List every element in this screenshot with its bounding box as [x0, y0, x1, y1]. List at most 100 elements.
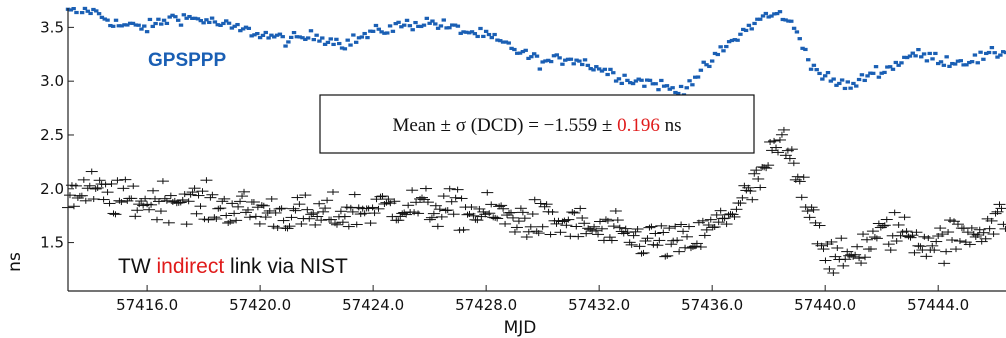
gpsppp-point — [577, 59, 582, 63]
tw-point — [928, 247, 941, 254]
gpsppp-point — [142, 24, 147, 28]
gpsppp-point — [916, 47, 921, 52]
tw-point — [698, 232, 711, 239]
gpsppp-point — [308, 29, 314, 33]
tw-point — [595, 225, 608, 232]
gpsppp-point — [240, 27, 246, 31]
gpsppp-point — [178, 23, 184, 27]
tw-point — [853, 255, 866, 262]
x-tick-label: 57416.0 — [116, 296, 178, 314]
gpsppp-point — [822, 74, 828, 78]
gpsppp-point — [580, 62, 585, 67]
gpsppp-point — [498, 39, 503, 43]
gpsppp-point — [698, 68, 704, 72]
gpsppp-point — [718, 45, 723, 49]
gpsppp-point — [402, 23, 407, 27]
tw-point — [336, 219, 349, 226]
tw-point — [234, 198, 247, 205]
gpsppp-point — [902, 55, 907, 59]
gpsppp-point — [673, 90, 678, 95]
tw-point — [613, 224, 626, 231]
tw-point — [793, 178, 806, 185]
tw-point — [973, 226, 986, 233]
tw-point — [412, 210, 425, 217]
tw-point — [926, 242, 939, 249]
gpsppp-point — [125, 23, 130, 27]
gpsppp-point — [399, 25, 404, 29]
tw-point — [301, 206, 314, 213]
tw-point — [178, 191, 191, 198]
gpsppp-point — [435, 26, 441, 30]
gpsppp-point — [622, 73, 627, 77]
tw-point — [247, 198, 260, 205]
gpsppp-point — [450, 23, 455, 27]
gpsppp-point — [305, 36, 311, 40]
gpsppp-point — [342, 47, 348, 51]
tw-point — [859, 254, 872, 261]
tw-point — [572, 233, 585, 240]
tw-point — [574, 205, 587, 212]
tw-point — [963, 241, 976, 248]
tw-point — [884, 247, 897, 254]
gpsppp-point — [585, 63, 591, 67]
gpsppp-point — [653, 82, 658, 86]
gpsppp-point — [79, 11, 85, 15]
tw-point — [688, 243, 701, 250]
tw-point — [683, 223, 696, 230]
tw-label-suffix: link via NIST — [224, 255, 348, 278]
gpsppp-point — [288, 35, 294, 40]
gpsppp-point — [684, 86, 689, 90]
tw-point — [291, 194, 304, 201]
tw-point — [661, 252, 674, 259]
tw-point — [752, 175, 765, 182]
tw-point — [734, 200, 747, 207]
tw-point — [768, 137, 781, 144]
tw-point — [392, 217, 405, 224]
gpsppp-point — [800, 46, 805, 50]
tw-point — [801, 208, 814, 215]
tw-point — [184, 191, 197, 198]
x-axis-label: MJD — [504, 318, 537, 338]
tw-point — [518, 215, 531, 222]
tw-point — [898, 214, 911, 221]
tw-point — [773, 136, 786, 143]
gpsppp-point — [534, 54, 540, 58]
gpsppp-point — [591, 68, 596, 72]
tw-point — [447, 211, 460, 218]
gpsppp-point — [854, 84, 859, 88]
gpsppp-point — [150, 24, 155, 29]
gpsppp-point — [85, 9, 90, 13]
tw-point — [760, 165, 773, 172]
gpsppp-point — [184, 16, 189, 20]
gpsppp-point — [280, 35, 285, 39]
tw-point — [568, 209, 581, 216]
gpsppp-point — [119, 24, 124, 28]
tw-point — [255, 202, 268, 209]
tw-point — [83, 182, 96, 189]
tw-point — [748, 170, 761, 177]
tw-point — [524, 223, 537, 230]
tw-point — [914, 243, 927, 250]
gpsppp-point — [444, 26, 449, 30]
gpsppp-point — [540, 60, 545, 64]
gpsppp-point — [919, 55, 924, 59]
gpsppp-point — [574, 58, 579, 62]
tw-point — [145, 201, 158, 208]
tw-point — [289, 207, 302, 214]
tw-point — [671, 237, 684, 244]
tw-point — [368, 210, 381, 217]
gpsppp-point — [263, 30, 268, 35]
tw-point — [259, 214, 272, 221]
gpsppp-point — [763, 11, 769, 16]
tw-point — [200, 177, 213, 184]
tw-point — [938, 260, 951, 267]
gpsppp-point — [695, 75, 701, 79]
gpsppp-point — [393, 22, 398, 26]
tw-point — [313, 200, 326, 207]
gpsppp-point — [981, 57, 986, 61]
gpsppp-point — [642, 84, 647, 88]
tw-point — [210, 215, 223, 222]
gpsppp-point — [526, 56, 531, 61]
tw-point — [592, 231, 605, 238]
tw-point — [489, 214, 502, 221]
